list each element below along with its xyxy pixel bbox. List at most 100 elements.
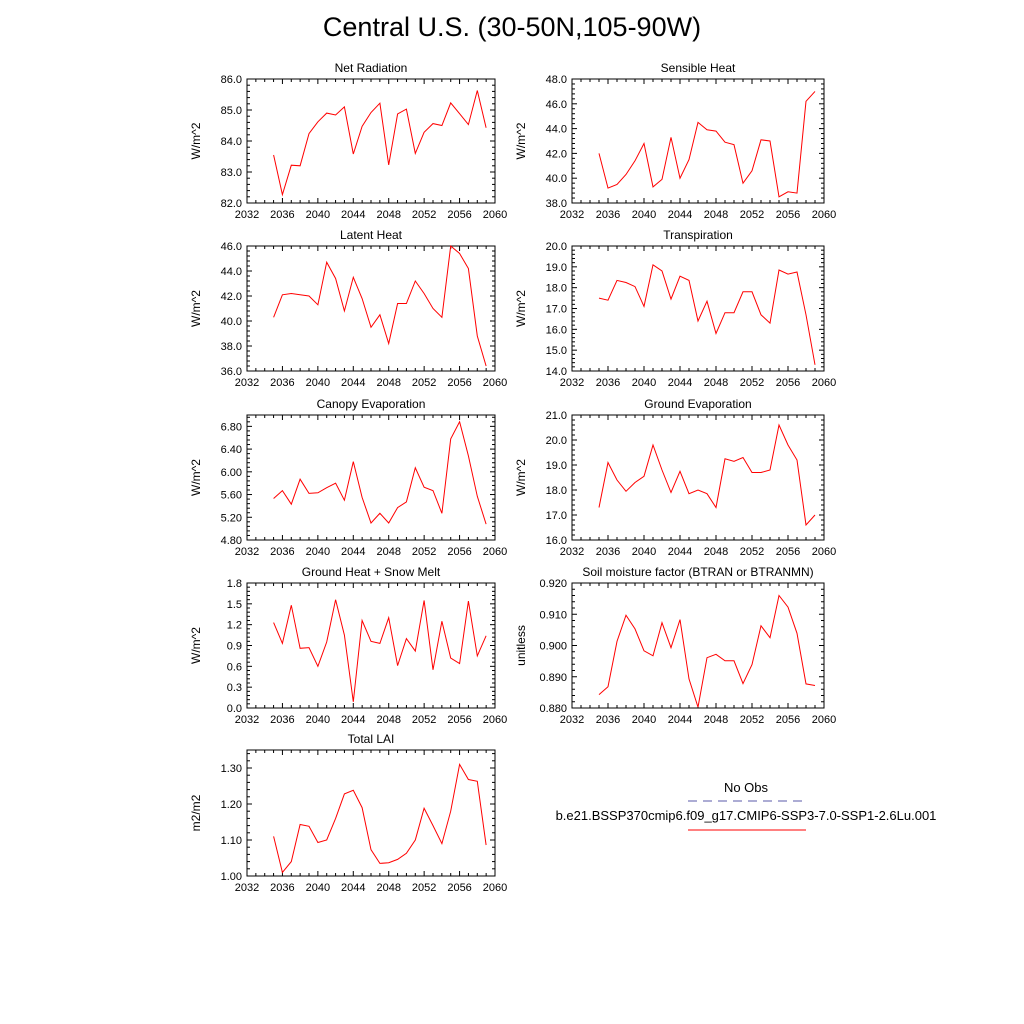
series-line — [273, 245, 487, 367]
x-tick-label: 2040 — [306, 546, 330, 558]
y-tick-label: 16.0 — [546, 535, 567, 547]
x-tick-label: 2044 — [668, 546, 692, 558]
plot-frame — [246, 749, 496, 877]
x-tick-label: 2056 — [776, 546, 800, 558]
panel-title: Ground Heat + Snow Melt — [302, 565, 441, 579]
x-tick-label: 2056 — [776, 377, 800, 389]
plot-frame — [571, 245, 825, 372]
x-tick-label: 2044 — [668, 714, 692, 726]
x-tick-label: 2056 — [447, 546, 471, 558]
series-line — [598, 423, 816, 527]
y-axis-label: W/m^2 — [189, 627, 203, 664]
x-tick-label: 2040 — [306, 209, 330, 221]
x-tick-label: 2048 — [704, 546, 728, 558]
y-axis-label: W/m^2 — [189, 122, 203, 159]
panel-8: 2032 2036 2040 2044 2048 2052 2056 2060 0.880 0.8… — [514, 565, 836, 726]
y-tick-label: 0.910 — [539, 609, 567, 621]
x-tick-label: 2032 — [560, 546, 584, 558]
x-tick-label: 2036 — [270, 377, 294, 389]
x-tick-label: 2060 — [483, 377, 507, 389]
panel-title: Canopy Evaporation — [317, 397, 426, 411]
x-tick-label: 2032 — [560, 377, 584, 389]
x-tick-label: 2052 — [412, 882, 436, 894]
y-tick-label: 86.0 — [221, 74, 242, 86]
x-tick-label: 2036 — [270, 209, 294, 221]
x-tick-label: 2052 — [740, 377, 764, 389]
y-tick-label: 48.0 — [546, 74, 567, 86]
x-tick-label: 2056 — [447, 377, 471, 389]
y-axis-label: W/m^2 — [189, 290, 203, 327]
y-axis-label: unitless — [514, 625, 528, 666]
x-tick-label: 2048 — [704, 377, 728, 389]
y-tick-label: 38.0 — [221, 341, 242, 353]
y-tick-label: 0.880 — [539, 703, 567, 715]
panel-title: Ground Evaporation — [644, 397, 751, 411]
x-tick-label: 2040 — [632, 546, 656, 558]
x-tick-label: 2040 — [306, 377, 330, 389]
x-tick-label: 2052 — [412, 209, 436, 221]
y-tick-label: 36.0 — [221, 366, 242, 378]
y-tick-label: 21.0 — [546, 410, 567, 422]
plot-frame — [246, 78, 496, 204]
y-tick-label: 5.60 — [221, 490, 242, 502]
x-tick-label: 2044 — [341, 546, 365, 558]
x-tick-label: 2036 — [596, 377, 620, 389]
x-tick-label: 2052 — [740, 714, 764, 726]
y-tick-label: 19.0 — [546, 460, 567, 472]
y-tick-label: 18.0 — [546, 485, 567, 497]
y-tick-label: 19.0 — [546, 262, 567, 274]
panel-1: 2032 2036 2040 2044 2048 2052 2056 2060 82.0 83.0… — [189, 61, 507, 221]
x-tick-label: 2056 — [776, 209, 800, 221]
y-tick-label: 46.0 — [546, 99, 567, 111]
x-tick-label: 2056 — [447, 209, 471, 221]
panel-4: 2032 2036 2040 2044 2048 2052 2056 2060 14.0 15.0… — [514, 228, 836, 389]
y-tick-label: 1.00 — [221, 871, 242, 883]
plot-frame — [571, 582, 825, 709]
x-tick-label: 2036 — [596, 546, 620, 558]
y-tick-label: 40.0 — [221, 316, 242, 328]
series-line — [598, 594, 816, 708]
plot-frame — [246, 245, 496, 372]
panel-title: Soil moisture factor (BTRAN or BTRANMN) — [582, 565, 813, 579]
x-tick-label: 2060 — [812, 714, 836, 726]
x-tick-label: 2048 — [704, 714, 728, 726]
x-tick-label: 2060 — [483, 882, 507, 894]
y-tick-label: 0.920 — [539, 578, 567, 590]
x-tick-label: 2052 — [412, 546, 436, 558]
y-tick-label: 16.0 — [546, 324, 567, 336]
series-line — [598, 91, 816, 198]
x-tick-label: 2032 — [235, 546, 259, 558]
y-tick-label: 1.20 — [221, 799, 242, 811]
y-tick-label: 17.0 — [546, 304, 567, 316]
y-tick-label: 17.0 — [546, 510, 567, 522]
x-tick-label: 2048 — [704, 209, 728, 221]
legend-label-run: b.e21.BSSP370cmip6.f09_g17.CMIP6-SSP3-7.… — [556, 808, 937, 823]
y-tick-label: 20.0 — [546, 241, 567, 253]
y-tick-label: 20.0 — [546, 435, 567, 447]
x-tick-label: 2048 — [376, 714, 400, 726]
y-tick-label: 0.890 — [539, 672, 567, 684]
x-tick-label: 2044 — [668, 377, 692, 389]
y-tick-label: 6.00 — [221, 467, 242, 479]
x-tick-label: 2048 — [376, 209, 400, 221]
x-tick-label: 2052 — [412, 714, 436, 726]
y-tick-label: 1.2 — [227, 620, 242, 632]
y-tick-label: 6.40 — [221, 444, 242, 456]
y-tick-label: 4.80 — [221, 535, 242, 547]
panel-title: Total LAI — [348, 732, 395, 746]
y-axis-label: m2/m2 — [189, 794, 203, 831]
x-tick-label: 2060 — [812, 209, 836, 221]
x-tick-label: 2060 — [483, 209, 507, 221]
x-tick-label: 2044 — [341, 377, 365, 389]
x-tick-label: 2060 — [483, 546, 507, 558]
x-tick-label: 2048 — [376, 882, 400, 894]
y-axis-label: W/m^2 — [514, 290, 528, 327]
x-tick-label: 2060 — [812, 377, 836, 389]
series-line — [273, 420, 487, 525]
panel-6: 2032 2036 2040 2044 2048 2052 2056 2060 16.0 17.0… — [514, 397, 836, 558]
x-tick-label: 2040 — [306, 714, 330, 726]
panel-title: Sensible Heat — [661, 61, 736, 75]
y-tick-label: 84.0 — [221, 136, 242, 148]
y-tick-label: 6.80 — [221, 421, 242, 433]
